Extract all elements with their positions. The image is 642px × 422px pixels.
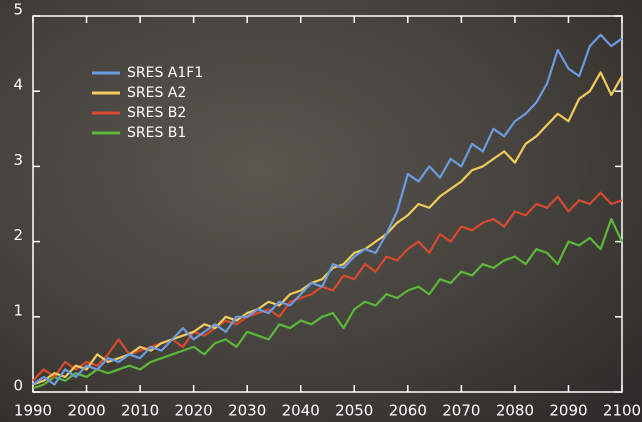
legend: SRES A1F1 SRES A2 SRES B2 SRES B1 (92, 65, 203, 141)
x-tick-label: 2020 (175, 402, 213, 420)
x-tick-label: 2090 (549, 402, 587, 420)
y-tick-label: 0 (13, 377, 23, 395)
y-tick-label: 3 (13, 151, 23, 169)
plot-frame (32, 15, 623, 393)
x-tick-label: 2050 (335, 402, 373, 420)
x-tick-label: 1990 (14, 402, 52, 420)
legend-label: SRES A1F1 (127, 65, 203, 81)
y-tick-label: 2 (13, 226, 23, 244)
x-tick-label: 2010 (121, 402, 159, 420)
y-tick-label: 1 (13, 301, 23, 319)
legend-label: SRES B1 (127, 125, 186, 141)
x-tick-label: 2000 (67, 402, 105, 420)
y-tick-label: 4 (13, 76, 23, 94)
series-line (32, 33, 623, 386)
legend-label: SRES B2 (127, 105, 186, 121)
x-tick-label: 2080 (496, 402, 534, 420)
series-line (32, 217, 623, 390)
x-tick-label: 2070 (442, 402, 480, 420)
x-tick-label: 2100 (603, 402, 641, 420)
y-tick-label: 5 (13, 1, 23, 19)
x-tick-label: 2040 (282, 402, 320, 420)
legend-label: SRES A2 (127, 85, 186, 101)
x-tick-label: 2060 (389, 402, 427, 420)
x-tick-label: 2030 (228, 402, 266, 420)
